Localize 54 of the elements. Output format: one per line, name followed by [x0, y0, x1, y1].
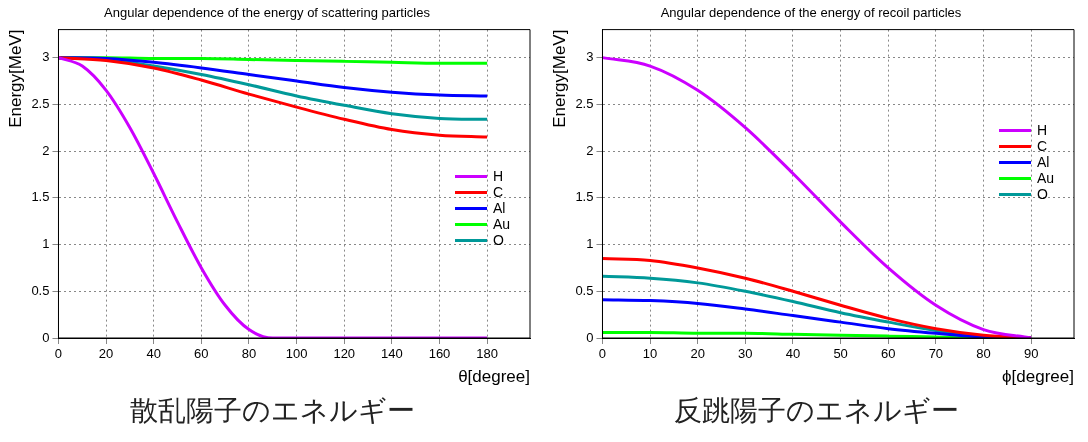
- x-tick-label: 80: [976, 346, 991, 362]
- y-tick-label: 1.5: [31, 189, 50, 205]
- y-tick-label: 0.5: [31, 282, 50, 298]
- legend-label: Al: [493, 200, 506, 217]
- y-tick-label: 2: [42, 142, 50, 158]
- x-tick-label: 120: [333, 346, 356, 362]
- y-axis-title: Energy[MeV]: [549, 29, 569, 128]
- x-tick-label: 10: [642, 346, 658, 362]
- chart-title: Angular dependence of the energy of scattering particles: [104, 5, 431, 21]
- x-tick-label: 30: [738, 346, 753, 362]
- y-tick-label: 1.5: [575, 189, 594, 205]
- x-axis-title: θ[degree]: [458, 367, 530, 387]
- legend-label: H: [1037, 122, 1048, 139]
- x-axis-title: ϕ[degree]: [1002, 367, 1074, 387]
- y-tick-label: 0.5: [575, 282, 594, 298]
- x-tick-label: 100: [285, 346, 308, 362]
- legend-label: H: [493, 168, 504, 185]
- chart-title: Angular dependence of the energy of recoil particles: [660, 5, 962, 21]
- y-tick-label: 0: [42, 329, 50, 345]
- y-tick-label: 0: [586, 329, 594, 345]
- x-tick-label: 0: [54, 346, 63, 362]
- legend-label: Al: [1037, 154, 1050, 171]
- x-tick-label: 50: [833, 346, 848, 362]
- legend-label: C: [493, 184, 504, 201]
- x-tick-label: 90: [1023, 346, 1039, 362]
- legend-label: O: [493, 232, 504, 249]
- legend-label: C: [1037, 138, 1048, 155]
- text: 散乱陽子のエネルギー: [128, 393, 416, 429]
- y-axis-title: Energy[MeV]: [5, 29, 25, 128]
- y-tick-label: 3: [42, 49, 50, 65]
- legend-label: Au: [1037, 170, 1055, 187]
- line-series: [58, 56, 489, 139]
- x-tick-label: 180: [476, 346, 498, 362]
- y-tick-label: 2.5: [575, 95, 594, 111]
- x-tick-label: 40: [785, 346, 801, 362]
- x-tick-label: 80: [241, 346, 257, 362]
- x-tick-label: 40: [146, 346, 161, 362]
- y-tick-label: 2.5: [31, 95, 50, 111]
- legend-label: Au: [493, 216, 511, 233]
- y-tick-label: 1: [586, 236, 594, 252]
- x-tick-label: 60: [194, 346, 209, 362]
- x-tick-label: 20: [98, 346, 114, 362]
- x-tick-label: 140: [381, 346, 403, 362]
- x-tick-label: 70: [928, 346, 944, 362]
- x-tick-label: 20: [690, 346, 705, 362]
- y-tick-label: 3: [586, 49, 594, 65]
- x-tick-label: 0: [598, 346, 607, 362]
- x-tick-label: 60: [881, 346, 896, 362]
- legend-label: O: [1037, 186, 1048, 203]
- text: 反跳陽子のエネルギー: [672, 393, 960, 429]
- y-tick-label: 1: [42, 236, 50, 252]
- line-series: [602, 56, 1033, 338]
- y-tick-label: 2: [586, 142, 594, 158]
- x-tick-label: 160: [428, 346, 451, 362]
